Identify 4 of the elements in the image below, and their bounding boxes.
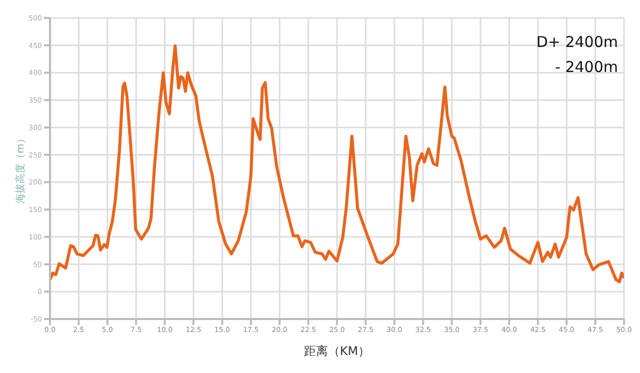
annotation: D+ 2400m bbox=[536, 32, 618, 53]
x-axis-title: 距离（KM） bbox=[304, 344, 370, 358]
y-axis-title: 海拔高度（m） bbox=[14, 134, 27, 204]
annotation: - 2400m bbox=[554, 57, 618, 78]
